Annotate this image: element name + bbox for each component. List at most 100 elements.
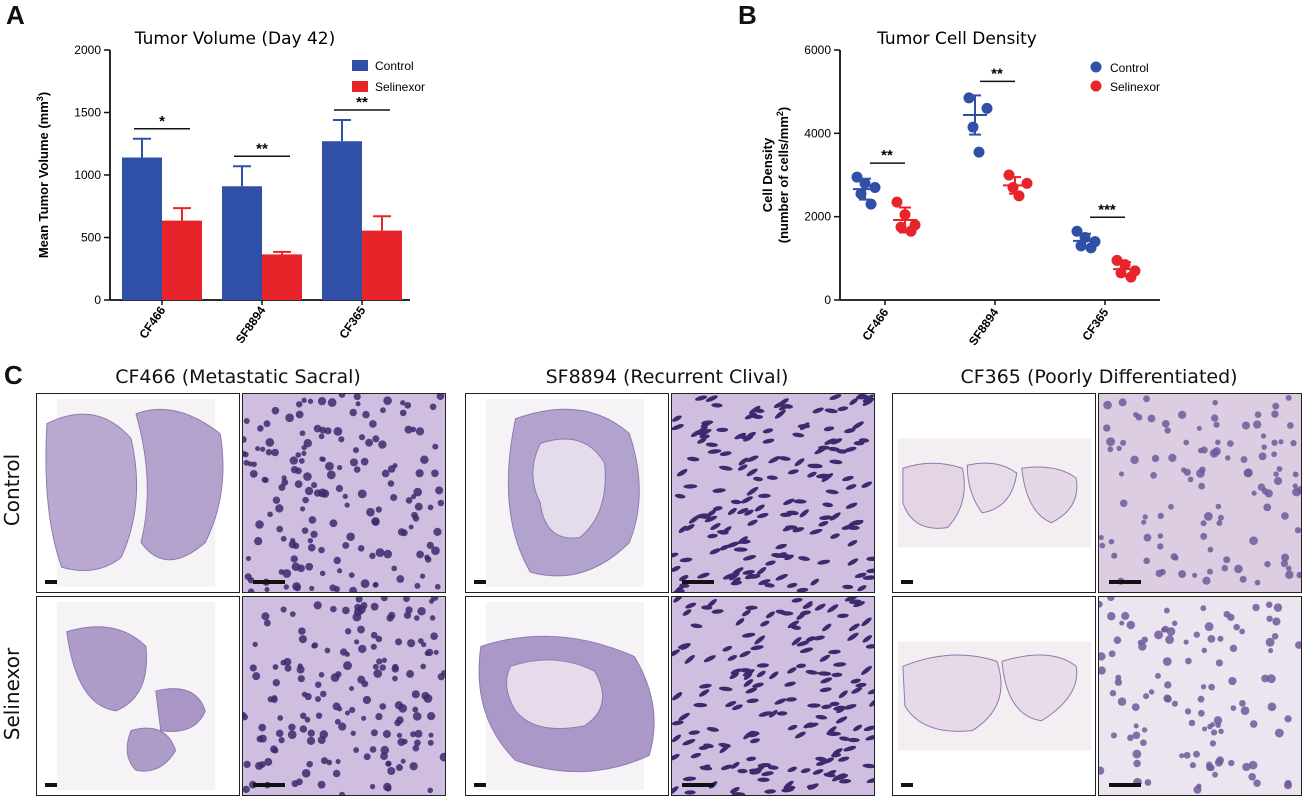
nucleus: [796, 612, 806, 620]
nucleus: [1243, 468, 1253, 478]
nucleus: [1254, 579, 1261, 586]
nucleus: [1264, 560, 1271, 568]
nucleus: [743, 672, 753, 680]
nucleus: [1251, 490, 1257, 496]
nucleus: [819, 474, 830, 479]
nucleus: [295, 410, 304, 419]
nucleus: [1202, 576, 1211, 585]
nucleus: [686, 456, 700, 462]
nucleus: [1131, 703, 1140, 712]
nucleus: [431, 469, 439, 478]
nucleus: [1107, 597, 1115, 602]
nucleus: [290, 466, 299, 474]
nucleus: [261, 612, 270, 621]
nucleus: [697, 572, 710, 579]
nucleus: [866, 556, 874, 561]
nucleus: [1212, 771, 1219, 778]
nucleus: [1203, 512, 1213, 521]
nucleus: [754, 504, 765, 512]
nucleus: [735, 618, 745, 626]
nucleus: [342, 541, 350, 549]
chart-a-xtick-label: SF8894: [233, 303, 269, 346]
nucleus: [1155, 569, 1164, 578]
nucleus: [863, 725, 874, 732]
nucleus: [400, 758, 406, 764]
histology-highmag-sf8894-control: [671, 393, 875, 593]
nucleus: [375, 548, 385, 558]
nucleus: [1099, 600, 1103, 608]
nucleus: [853, 601, 865, 608]
nucleus: [327, 398, 337, 407]
nucleus: [737, 464, 748, 471]
nucleus: [380, 752, 388, 760]
nucleus: [299, 725, 308, 733]
nucleus: [252, 672, 261, 681]
nucleus: [799, 509, 809, 518]
histology-column-title-cf466: CF466 (Metastatic Sacral): [115, 366, 361, 388]
nucleus: [297, 675, 305, 683]
chart-a-ytick-label: 1500: [74, 106, 101, 120]
nucleus: [819, 654, 831, 662]
nucleus: [710, 523, 721, 531]
chart-b-ytick-label: 6000: [804, 43, 831, 57]
nucleus: [1225, 455, 1231, 461]
nucleus: [707, 533, 718, 539]
nucleus: [1271, 633, 1279, 640]
chart-a-title: Tumor Volume (Day 42): [134, 29, 335, 49]
nucleus: [794, 458, 805, 467]
nucleus: [767, 765, 779, 770]
nucleus: [845, 502, 858, 509]
nucleus: [1228, 759, 1235, 767]
nucleus: [427, 787, 434, 794]
nucleus: [1273, 471, 1279, 477]
nucleus: [1230, 705, 1237, 711]
nucleus: [760, 620, 770, 627]
tissue-section: [66, 626, 148, 712]
nucleus: [758, 711, 772, 717]
nucleus: [1266, 674, 1276, 684]
nucleus: [1200, 520, 1207, 527]
tissue-section: [532, 438, 606, 539]
nucleus: [410, 426, 417, 433]
nucleus: [1143, 395, 1150, 403]
scale-bar: [1109, 580, 1141, 584]
nucleus: [1154, 672, 1161, 679]
nucleus: [433, 527, 442, 536]
chart-b-point-control-sf8894: [963, 92, 975, 104]
nucleus: [818, 520, 829, 527]
nucleus: [742, 555, 756, 561]
nucleus: [857, 585, 867, 592]
tissue-section: [45, 413, 138, 572]
nucleus: [329, 519, 338, 528]
nucleus: [698, 689, 710, 697]
chart-b-ytick-label: 2000: [804, 210, 831, 224]
nucleus: [844, 428, 856, 434]
nucleus: [390, 493, 398, 502]
nucleus: [426, 541, 434, 549]
nucleus: [862, 397, 874, 406]
nucleus: [847, 540, 858, 547]
nucleus: [357, 545, 365, 552]
nucleus: [1240, 456, 1248, 463]
nucleus: [815, 756, 827, 762]
nucleus: [363, 753, 371, 761]
chart-b-point-control-sf8894: [973, 146, 985, 158]
nucleus: [330, 605, 337, 613]
nucleus: [353, 394, 361, 401]
nucleus: [817, 559, 831, 565]
nucleus: [307, 543, 316, 552]
nucleus: [439, 752, 445, 762]
nucleus: [827, 604, 839, 613]
chart-b-legend-label: Selinexor: [1110, 80, 1160, 94]
nucleus: [1198, 482, 1205, 490]
nucleus: [343, 661, 352, 671]
nucleus: [348, 572, 355, 579]
nucleus: [1239, 700, 1246, 707]
nucleus: [406, 670, 414, 678]
chart-b-point-selinexor-cf365: [1115, 267, 1127, 279]
nucleus: [275, 729, 284, 738]
chart-b-sig-label: **: [881, 147, 893, 164]
nucleus: [1227, 440, 1234, 447]
nucleus: [272, 679, 281, 687]
nucleus: [865, 644, 874, 649]
